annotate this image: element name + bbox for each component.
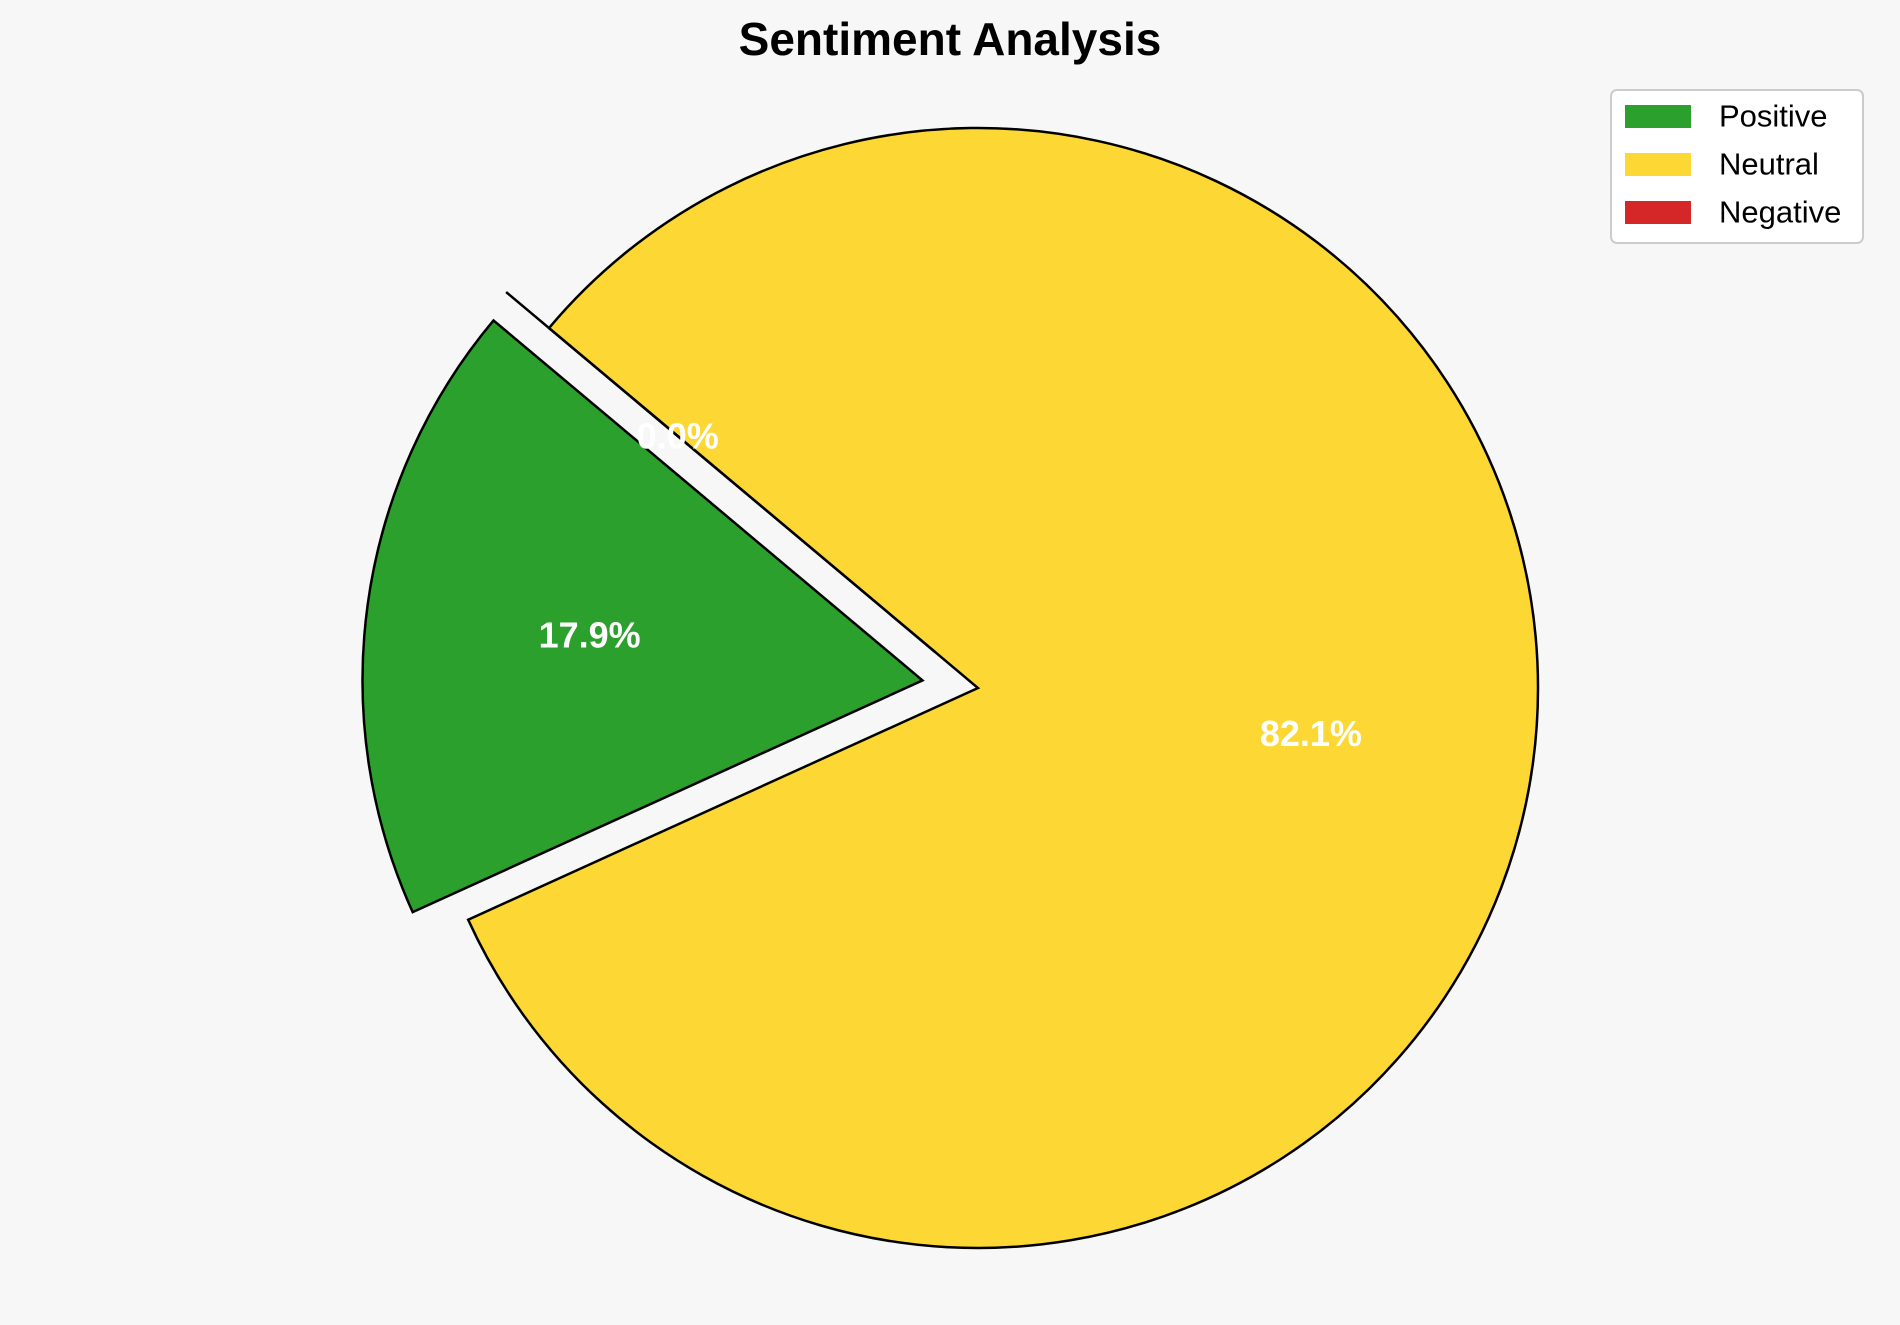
pie-label-neutral: 82.1% (1260, 713, 1362, 754)
pie-slices (361, 126, 1540, 1250)
pie-label-negative: 0.0% (637, 416, 719, 457)
legend-label-neutral: Neutral (1719, 147, 1819, 182)
legend-swatch-neutral (1625, 153, 1691, 176)
legend-label-positive: Positive (1719, 99, 1828, 134)
pie-slice-neutral (466, 126, 1540, 1250)
pie-label-positive: 17.9% (539, 614, 641, 655)
legend-items: Positive Neutral Negative (1625, 99, 1841, 230)
legend-swatch-positive (1625, 105, 1691, 128)
pie-percentage-labels: 17.9% 82.1% 0.0% (539, 416, 1362, 754)
legend: Positive Neutral Negative (1610, 89, 1864, 244)
pie-slice-negative (505, 291, 936, 653)
pie-slice-positive (361, 318, 925, 914)
legend-label-negative: Negative (1719, 195, 1841, 230)
chart-title: Sentiment Analysis (739, 13, 1162, 65)
legend-swatch-negative (1625, 201, 1691, 224)
